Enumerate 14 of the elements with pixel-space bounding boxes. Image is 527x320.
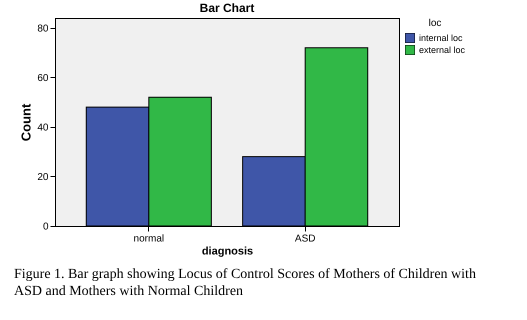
- y-tick-label: 60: [37, 72, 49, 84]
- chart-title: Bar Chart: [200, 1, 254, 15]
- x-tick-label: normal: [134, 234, 164, 244]
- x-tick-label: ASD: [294, 234, 316, 244]
- legend-label: internal loc: [419, 33, 464, 43]
- legend-label: external loc: [419, 45, 466, 55]
- y-tick-label: 40: [37, 122, 49, 134]
- y-tick-label: 20: [37, 172, 49, 183]
- y-tick-label: 80: [37, 23, 49, 34]
- x-axis-title: diagnosis: [202, 246, 254, 258]
- y-tick-label: 0: [42, 222, 49, 232]
- caption: Figure 1. Bar graph showing Locus of Control Scores of Mothers of Children with ASD and Mothers with Normal Children: [14, 266, 477, 300]
- legend-title: loc: [428, 18, 442, 29]
- y-axis-title: Count: [18, 103, 34, 142]
